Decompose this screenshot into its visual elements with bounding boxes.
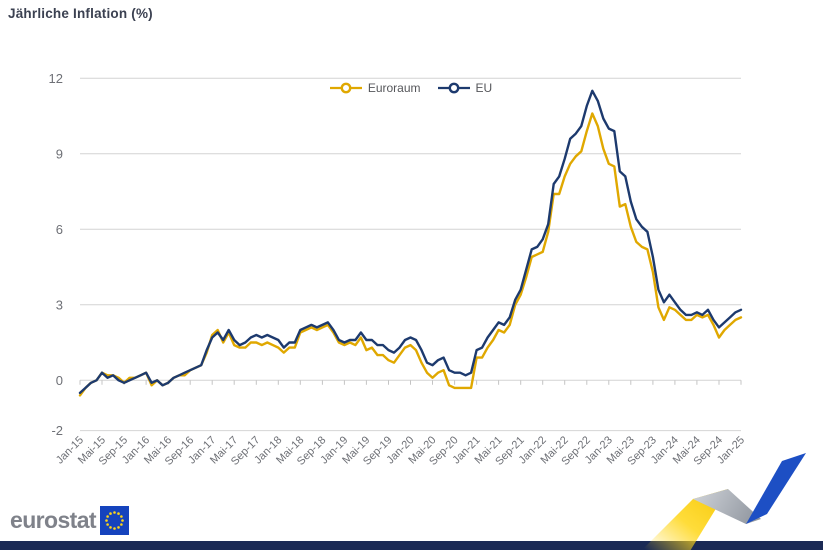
svg-text:12: 12 bbox=[49, 71, 63, 86]
svg-text:6: 6 bbox=[56, 222, 63, 237]
eurostat-logo: eurostat bbox=[10, 504, 129, 536]
euroraum-line-marker-icon bbox=[329, 82, 362, 94]
eu-line-marker-icon bbox=[437, 82, 470, 94]
chart-title: Jährliche Inflation (%) bbox=[8, 6, 153, 21]
ribbon-gray-fold bbox=[693, 489, 761, 524]
legend-item-eu: EU bbox=[437, 81, 493, 95]
legend: Euroraum EU bbox=[80, 81, 741, 95]
legend-item-euroraum: Euroraum bbox=[329, 81, 421, 95]
svg-text:3: 3 bbox=[56, 297, 63, 312]
svg-text:0: 0 bbox=[56, 373, 63, 388]
legend-label-eu: EU bbox=[475, 81, 493, 95]
svg-text:-2: -2 bbox=[51, 423, 63, 438]
inflation-line-chart: 129630-2Jan-15Mai-15Sep-15Jan-16Mai-16Se… bbox=[49, 71, 748, 468]
eurostat-wordmark: eurostat bbox=[10, 507, 97, 533]
eurostat-ribbon-decoration bbox=[642, 453, 806, 550]
legend-label-euroraum: Euroraum bbox=[367, 81, 421, 95]
footer-bar bbox=[0, 541, 823, 550]
ribbon-blue-band bbox=[746, 453, 806, 524]
eu-flag-icon bbox=[99, 505, 129, 535]
svg-text:9: 9 bbox=[56, 146, 63, 161]
